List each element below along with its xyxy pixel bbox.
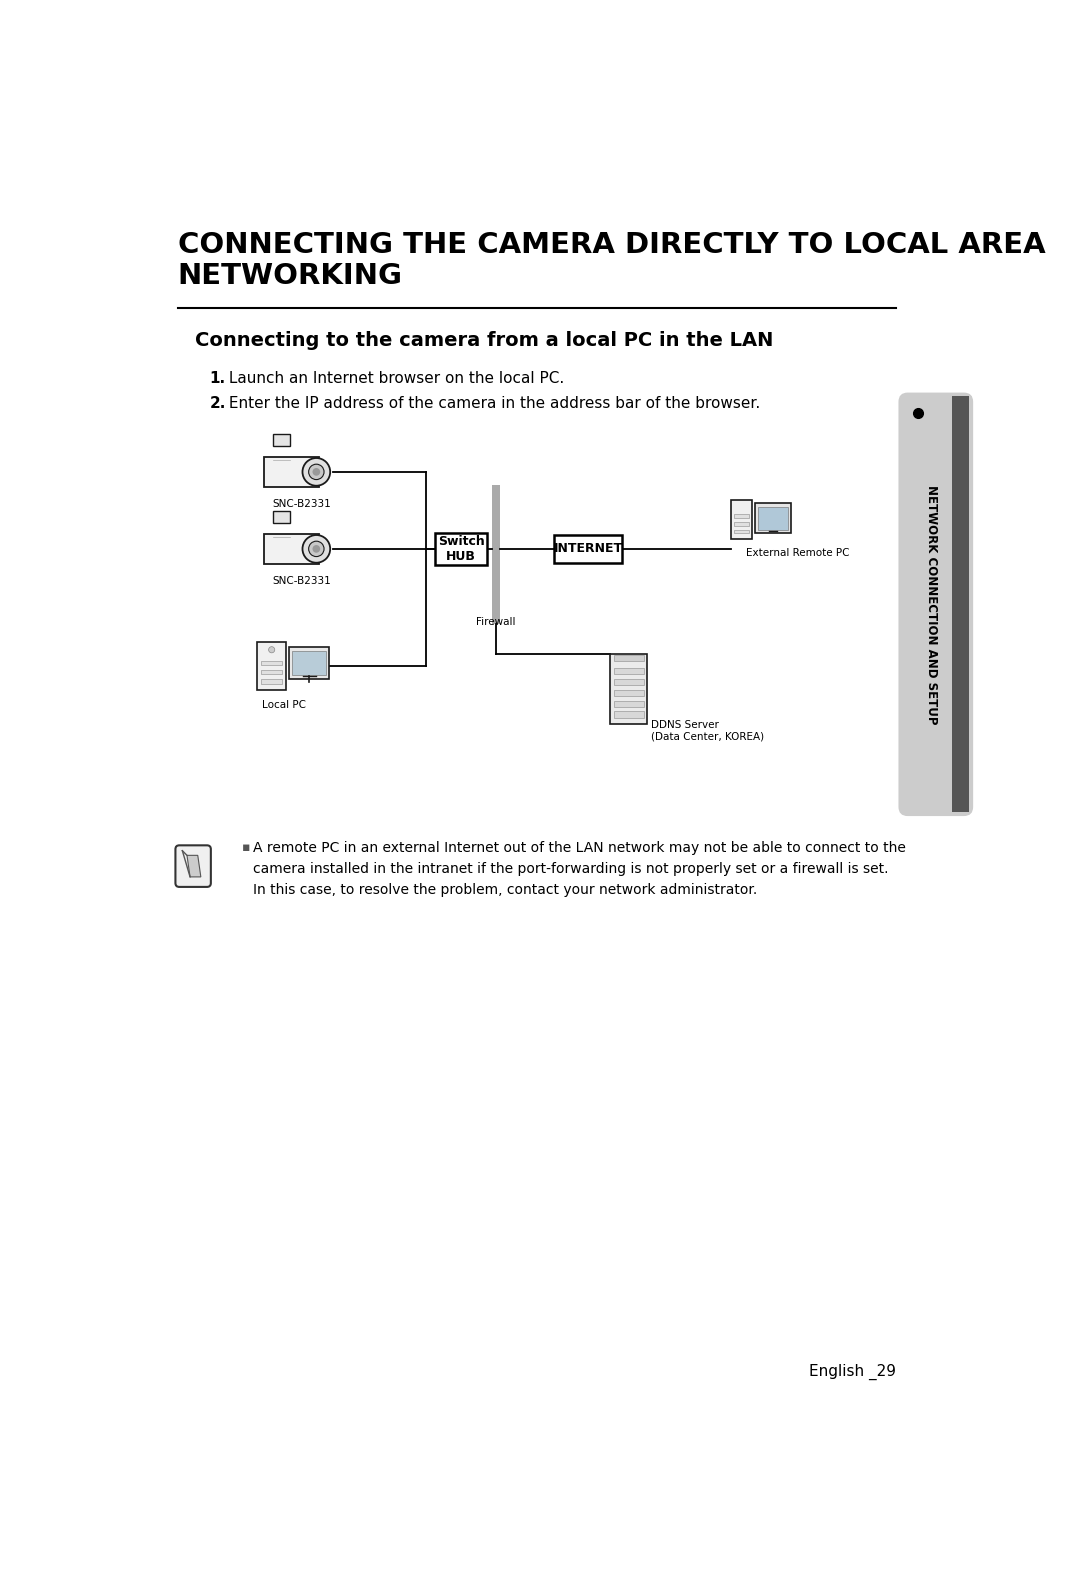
Bar — [257, 643, 286, 690]
Bar — [733, 522, 750, 526]
Text: NETWORK CONNECTION AND SETUP: NETWORK CONNECTION AND SETUP — [926, 484, 939, 724]
Bar — [615, 668, 644, 674]
Circle shape — [302, 459, 330, 485]
Circle shape — [312, 545, 320, 553]
Bar — [615, 712, 644, 718]
Circle shape — [302, 536, 330, 562]
Bar — [730, 501, 752, 539]
Bar — [610, 654, 647, 724]
Circle shape — [309, 463, 324, 479]
Text: Switch
HUB: Switch HUB — [437, 534, 485, 562]
Bar — [755, 503, 791, 533]
Bar — [264, 534, 320, 564]
Bar — [554, 536, 622, 562]
Bar — [615, 679, 644, 685]
Bar — [757, 506, 788, 529]
Text: INTERNET: INTERNET — [554, 542, 623, 556]
Bar — [435, 533, 487, 566]
Text: SNC-B2331: SNC-B2331 — [272, 577, 332, 586]
Circle shape — [309, 540, 324, 556]
Text: A remote PC in an external Internet out of the LAN network may not be able to co: A remote PC in an external Internet out … — [253, 840, 906, 897]
Bar — [264, 457, 320, 487]
Text: SNC-B2331: SNC-B2331 — [272, 500, 332, 509]
Bar — [293, 650, 326, 676]
Text: Enter the IP address of the camera in the address bar of the browser.: Enter the IP address of the camera in th… — [224, 396, 760, 412]
Text: ▪: ▪ — [242, 840, 251, 853]
Text: CONNECTING THE CAMERA DIRECTLY TO LOCAL AREA
NETWORKING: CONNECTING THE CAMERA DIRECTLY TO LOCAL … — [178, 231, 1045, 291]
Polygon shape — [187, 855, 201, 877]
Bar — [615, 655, 644, 661]
Bar — [289, 647, 329, 679]
Circle shape — [312, 468, 320, 476]
Bar — [261, 660, 283, 665]
Bar — [733, 514, 750, 518]
Bar — [261, 669, 283, 674]
Text: DDNS Server
(Data Center, KOREA): DDNS Server (Data Center, KOREA) — [650, 720, 764, 742]
Bar — [273, 434, 291, 446]
Text: External Remote PC: External Remote PC — [746, 548, 850, 558]
Circle shape — [269, 647, 274, 654]
Bar — [261, 679, 283, 683]
Text: Local PC: Local PC — [262, 699, 307, 710]
Text: Connecting to the camera from a local PC in the LAN: Connecting to the camera from a local PC… — [195, 331, 774, 350]
Text: 2.: 2. — [210, 396, 226, 412]
Text: 1.: 1. — [210, 371, 226, 386]
FancyBboxPatch shape — [175, 845, 211, 888]
Bar — [615, 690, 644, 696]
Text: Firewall: Firewall — [476, 617, 516, 627]
Bar — [615, 701, 644, 707]
FancyBboxPatch shape — [899, 393, 973, 815]
Bar — [733, 529, 750, 534]
Text: English _29: English _29 — [809, 1364, 896, 1381]
Bar — [491, 485, 500, 624]
Text: Launch an Internet browser on the local PC.: Launch an Internet browser on the local … — [224, 371, 564, 386]
Bar — [951, 396, 970, 812]
Bar — [273, 511, 291, 523]
